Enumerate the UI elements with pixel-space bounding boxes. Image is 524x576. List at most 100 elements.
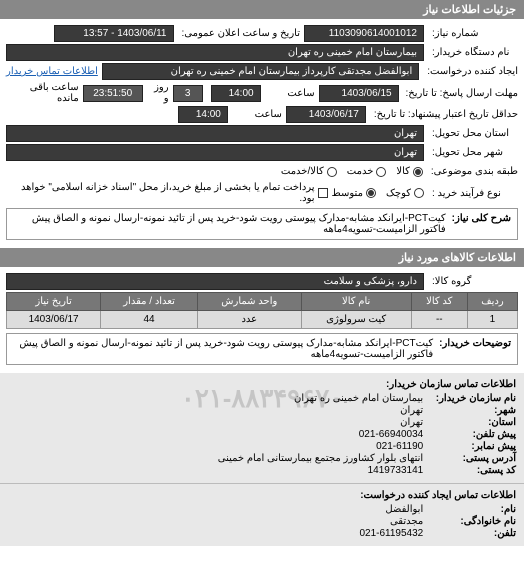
row-delivery-city: شهر محل تحویل: تهران	[6, 144, 518, 161]
th-name: نام کالا	[301, 293, 411, 311]
field-requester: ابوالفضل مجدتقی کارپرداز بیمارستان امام …	[102, 63, 419, 80]
field-city: تهران	[6, 144, 424, 161]
city-label: شهر:	[426, 405, 516, 416]
org-name-value: بیمارستان امام خمینی ره تهران	[294, 393, 423, 404]
requester-contact-block: اطلاعات تماس ایجاد کننده درخواست: نام: ا…	[0, 483, 524, 546]
label-hour-2: ساعت	[232, 109, 282, 120]
radio-dot-icon	[366, 188, 376, 198]
process-radio-group: کوچک متوسط	[332, 188, 424, 199]
details-header: جزئیات اطلاعات نیاز	[0, 0, 524, 19]
table-header-row: ردیف کد کالا نام کالا واحد شمارش تعداد /…	[7, 293, 518, 311]
row-process-type: نوع فرآیند خرید : کوچک متوسط پرداخت تمام…	[6, 182, 518, 204]
contact-line: تلفن: 021-61195432	[8, 528, 516, 539]
general-desc-text: کیتPCT-ایرانکد مشابه-مدارک پیوستی رویت ش…	[13, 213, 446, 235]
goods-table: ردیف کد کالا نام کالا واحد شمارش تعداد /…	[6, 292, 518, 329]
contact-line: پیش نمابر: 021-61190	[8, 441, 516, 452]
address-label: آدرس پستی:	[426, 453, 516, 464]
contact-line: شهر: تهران	[8, 405, 516, 416]
requester-contact-title: اطلاعات تماس ایجاد کننده درخواست:	[8, 490, 516, 501]
payment-check[interactable]: پرداخت تمام یا بخشی از مبلغ خرید،از محل …	[6, 182, 328, 204]
field-buyer-org: بیمارستان امام خمینی ره تهران	[6, 44, 424, 61]
radio-medium[interactable]: متوسط	[332, 188, 376, 199]
radio-goods-service[interactable]: کالا/خدمت	[281, 166, 337, 177]
radio-dot-icon	[413, 167, 423, 177]
province-value: تهران	[400, 417, 423, 428]
row-need-no: شماره نیاز: 1103090614001012 تاریخ و ساع…	[6, 25, 518, 42]
td-qty: 44	[101, 311, 198, 329]
buyer-contact-block: اطلاعات تماس سازمان خریدار: نام سازمان خ…	[0, 373, 524, 483]
postal-value: 1419733141	[368, 465, 424, 476]
field-province: تهران	[6, 125, 424, 142]
field-goods-group: دارو، پزشکی و سلامت	[6, 273, 424, 290]
row-credit-deadline: حداقل تاریخ اعتبار پیشنهاد: تا تاریخ: 14…	[6, 106, 518, 123]
phone-label: پیش تلفن:	[426, 429, 516, 440]
payment-note-label: پرداخت تمام یا بخشی از مبلغ خرید،از محل …	[6, 182, 315, 204]
field-remain-time: 23:51:50	[83, 85, 143, 102]
buyer-contact-link[interactable]: اطلاعات تماس خریدار	[6, 66, 98, 77]
label-announce-date: تاریخ و ساعت اعلان عمومی:	[178, 28, 301, 39]
td-name: کیت سرولوژی	[301, 311, 411, 329]
td-date: 1403/06/17	[7, 311, 101, 329]
field-need-no: 1103090614001012	[304, 25, 424, 42]
label-response-deadline: مهلت ارسال پاسخ: تا تاریخ:	[403, 88, 518, 99]
field-response-date: 1403/06/15	[319, 85, 399, 102]
radio-goods[interactable]: کالا	[396, 166, 423, 177]
label-hour-1: ساعت	[265, 88, 315, 99]
label-buyer-notes: توضیحات خریدار:	[439, 338, 511, 360]
td-code: --	[411, 311, 467, 329]
budget-radio-group: کالا خدمت کالا/خدمت	[281, 166, 423, 177]
field-announce-date: 1403/06/11 - 13:57	[54, 25, 174, 42]
row-delivery-province: استان محل تحویل: تهران	[6, 125, 518, 142]
row-response-deadline: مهلت ارسال پاسخ: تا تاریخ: 1403/06/15 سا…	[6, 82, 518, 104]
buyer-notes-text: کیتPCT-ایرانکد مشابه-مدارک پیوستی رویت ش…	[13, 338, 433, 360]
label-requester: ایجاد کننده درخواست:	[423, 66, 518, 77]
contact-line: کد پستی: 1419733141	[8, 465, 516, 476]
radio-service[interactable]: خدمت	[347, 166, 387, 177]
th-code: کد کالا	[411, 293, 467, 311]
contact-line: نام سازمان خریدار: بیمارستان امام خمینی …	[8, 393, 516, 404]
fax-value: 021-61190	[376, 441, 423, 452]
field-credit-time: 14:00	[178, 106, 228, 123]
radio-dot-icon	[327, 167, 337, 177]
td-row: 1	[467, 311, 517, 329]
general-desc-box: شرح کلی نیاز: کیتPCT-ایرانکد مشابه-مدارک…	[6, 208, 518, 240]
req-name-label: نام:	[426, 504, 516, 515]
fax-label: پیش نمابر:	[426, 441, 516, 452]
row-requester: ایجاد کننده درخواست: ابوالفضل مجدتقی کار…	[6, 63, 518, 80]
req-name-value: ابوالفضل	[385, 504, 423, 515]
req-surname-value: مجدتقی	[390, 516, 423, 527]
contact-line: نام: ابوالفضل	[8, 504, 516, 515]
buyer-notes-box: توضیحات خریدار: کیتPCT-ایرانکد مشابه-مدا…	[6, 333, 518, 365]
label-buyer-org: نام دستگاه خریدار:	[428, 47, 518, 58]
field-response-time: 14:00	[211, 85, 261, 102]
td-unit: عدد	[197, 311, 301, 329]
th-unit: واحد شمارش	[197, 293, 301, 311]
address-value: انتهای بلوار کشاورز مجتمع بیمارستانی اما…	[218, 453, 423, 464]
req-surname-label: نام خانوادگی:	[426, 516, 516, 527]
org-name-label: نام سازمان خریدار:	[426, 393, 516, 404]
table-row: 1 -- کیت سرولوژی عدد 44 1403/06/17	[7, 311, 518, 329]
row-goods-group: گروه کالا: دارو، پزشکی و سلامت	[6, 273, 518, 290]
label-remaining: ساعت باقی مانده	[6, 82, 79, 104]
label-process-type: نوع فرآیند خرید :	[428, 188, 518, 199]
phone-value: 021-66940034	[359, 429, 424, 440]
details-content: شماره نیاز: 1103090614001012 تاریخ و ساع…	[0, 19, 524, 248]
city-value: تهران	[400, 405, 423, 416]
field-remain-days: 3	[173, 85, 203, 102]
radio-small-label: کوچک	[386, 188, 411, 199]
province-label: استان:	[426, 417, 516, 428]
contact-line: استان: تهران	[8, 417, 516, 428]
radio-small[interactable]: کوچک	[386, 188, 424, 199]
contact-line: آدرس پستی: انتهای بلوار کشاورز مجتمع بیم…	[8, 453, 516, 464]
req-phone-value: 021-61195432	[359, 528, 423, 539]
radio-service-label: خدمت	[347, 166, 374, 177]
th-date: تاریخ نیاز	[7, 293, 101, 311]
label-delivery-province: استان محل تحویل:	[428, 128, 518, 139]
radio-goods-service-label: کالا/خدمت	[281, 166, 324, 177]
postal-label: کد پستی:	[426, 465, 516, 476]
row-buyer-org: نام دستگاه خریدار: بیمارستان امام خمینی …	[6, 44, 518, 61]
label-general-desc: شرح کلی نیاز:	[452, 213, 511, 235]
th-row: ردیف	[467, 293, 517, 311]
radio-goods-label: کالا	[396, 166, 410, 177]
label-credit-deadline: حداقل تاریخ اعتبار پیشنهاد: تا تاریخ:	[370, 109, 518, 120]
